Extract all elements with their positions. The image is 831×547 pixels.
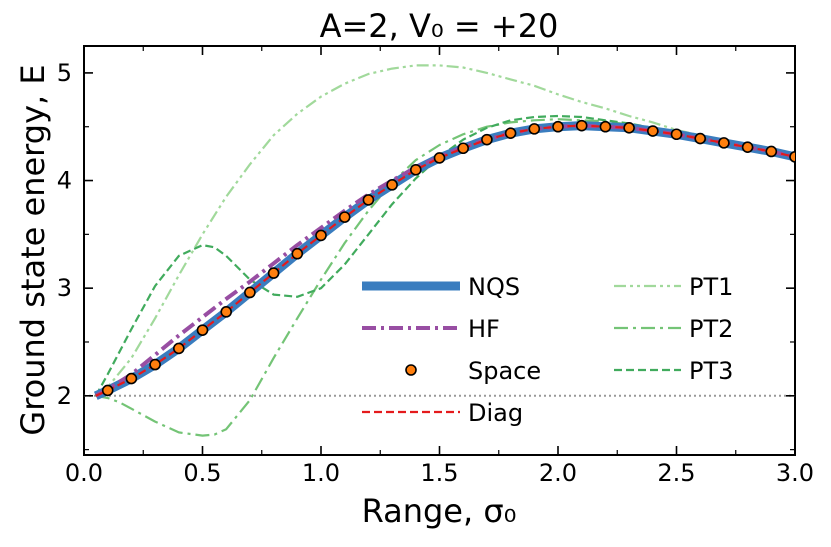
legend-entry-diag: Diag [362, 399, 523, 427]
space-point [623, 122, 635, 134]
legend-entry-space: Space [405, 357, 541, 385]
x-axis-label: Range, σ₀ [362, 492, 517, 530]
space-point [741, 141, 754, 153]
space-point [599, 120, 612, 133]
space-point [575, 119, 588, 132]
y-tick-label: 5 [57, 59, 72, 87]
space-point [149, 358, 161, 371]
legend-label-pt1: PT1 [689, 273, 733, 301]
space-point [220, 306, 232, 318]
space-point [101, 384, 114, 397]
legend-entry-pt2: PT2 [614, 315, 733, 343]
space-point [244, 286, 256, 299]
space-point [694, 132, 707, 145]
space-point [173, 342, 185, 355]
space-point [409, 163, 422, 176]
space-point [267, 267, 280, 279]
legend-label-nqs: NQS [468, 273, 520, 301]
chart-title: A=2, V₀ = +20 [320, 7, 559, 45]
space-point [291, 247, 304, 260]
x-tick-label: 1.0 [302, 459, 340, 487]
y-tick-label: 2 [57, 382, 72, 410]
space-point [504, 127, 517, 139]
x-tick-label: 0.0 [65, 459, 103, 487]
legend: NQS HF Space Diag PT1 PT2 PT3 [362, 273, 733, 427]
legend-label-pt2: PT2 [689, 315, 733, 343]
x-tick-label: 0.5 [183, 459, 221, 487]
x-tick-label: 2.0 [539, 459, 577, 487]
space-point [362, 194, 375, 206]
y-tick-label: 3 [57, 274, 72, 302]
ticks-layer: 0.0 0.5 1.0 1.5 2.0 2.5 3.0 2 3 4 5 [57, 46, 814, 487]
space-point [315, 229, 327, 242]
space-point [646, 125, 659, 137]
y-tick-label: 4 [57, 167, 72, 195]
space-point [481, 133, 493, 146]
space-point [125, 372, 138, 385]
space-point [789, 151, 795, 163]
space-point [338, 211, 351, 223]
space-point [765, 145, 778, 158]
space-point [552, 120, 564, 133]
legend-label-diag: Diag [468, 399, 523, 427]
legend-label-pt3: PT3 [689, 357, 733, 385]
space-point [386, 179, 398, 191]
space-point [528, 123, 541, 135]
legend-entry-nqs: NQS [362, 273, 520, 301]
x-tick-label: 3.0 [776, 459, 814, 487]
legend-entry-hf: HF [362, 315, 500, 343]
y-axis-label: Ground state energy, E [14, 64, 52, 435]
space-point [196, 324, 209, 336]
legend-label-hf: HF [468, 315, 500, 343]
legend-label-space: Space [468, 357, 541, 385]
legend-entry-pt3: PT3 [614, 357, 733, 385]
space-point [718, 137, 730, 149]
x-tick-label: 2.5 [657, 459, 695, 487]
space-point [433, 152, 446, 164]
plot-frame [83, 45, 796, 456]
legend-entry-pt1: PT1 [614, 273, 733, 301]
space-point [670, 128, 683, 141]
legend-marker-space [405, 364, 417, 376]
space-point [457, 142, 470, 155]
x-tick-label: 1.5 [420, 459, 458, 487]
series-layer [84, 64, 795, 437]
plot-area [83, 45, 796, 456]
